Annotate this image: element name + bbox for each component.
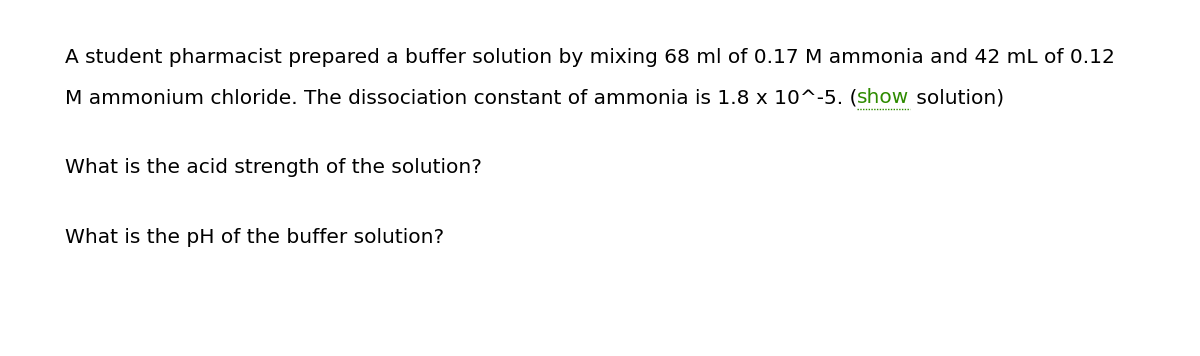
Text: A student pharmacist prepared a buffer solution by mixing 68 ml of 0.17 M ammoni: A student pharmacist prepared a buffer s…: [65, 48, 1115, 67]
Text: show: show: [857, 88, 910, 107]
Text: solution): solution): [910, 88, 1003, 107]
Text: What is the pH of the buffer solution?: What is the pH of the buffer solution?: [65, 228, 444, 247]
Text: M ammonium chloride. The dissociation constant of ammonia is 1.8 x 10^-5. (: M ammonium chloride. The dissociation co…: [65, 88, 857, 107]
Text: What is the acid strength of the solution?: What is the acid strength of the solutio…: [65, 158, 482, 177]
